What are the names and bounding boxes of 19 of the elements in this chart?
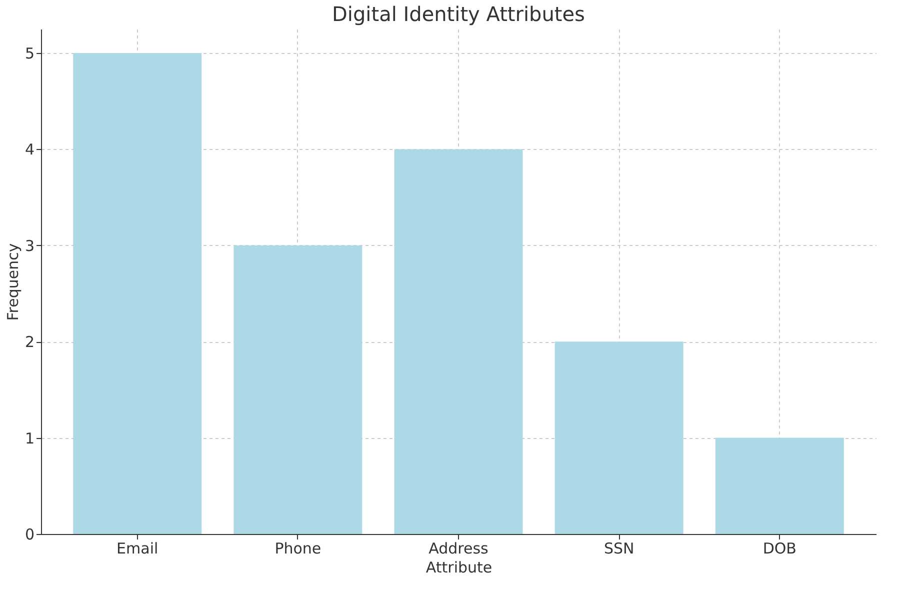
x-tick-label: SSN bbox=[604, 540, 634, 558]
y-tick-label: 4 bbox=[24, 140, 34, 159]
x-tick-label: Email bbox=[116, 540, 158, 558]
bar bbox=[234, 245, 362, 534]
x-axis-title: Attribute bbox=[426, 558, 492, 576]
bar bbox=[73, 53, 202, 534]
y-tick-label: 0 bbox=[24, 526, 34, 544]
y-axis-title: Frequency bbox=[4, 243, 22, 321]
x-tick-label: DOB bbox=[762, 540, 796, 558]
y-tick-label: 2 bbox=[24, 333, 34, 352]
x-tick-label: Address bbox=[428, 540, 489, 558]
x-tick-label: Phone bbox=[274, 540, 322, 558]
bar bbox=[715, 438, 844, 534]
y-tick-label: 3 bbox=[24, 236, 34, 255]
y-tick-label: 5 bbox=[24, 44, 34, 63]
bar bbox=[554, 342, 684, 534]
chart-title: Digital Identity Attributes bbox=[332, 2, 585, 26]
y-tick-label: 1 bbox=[24, 429, 34, 448]
bar bbox=[394, 149, 523, 534]
